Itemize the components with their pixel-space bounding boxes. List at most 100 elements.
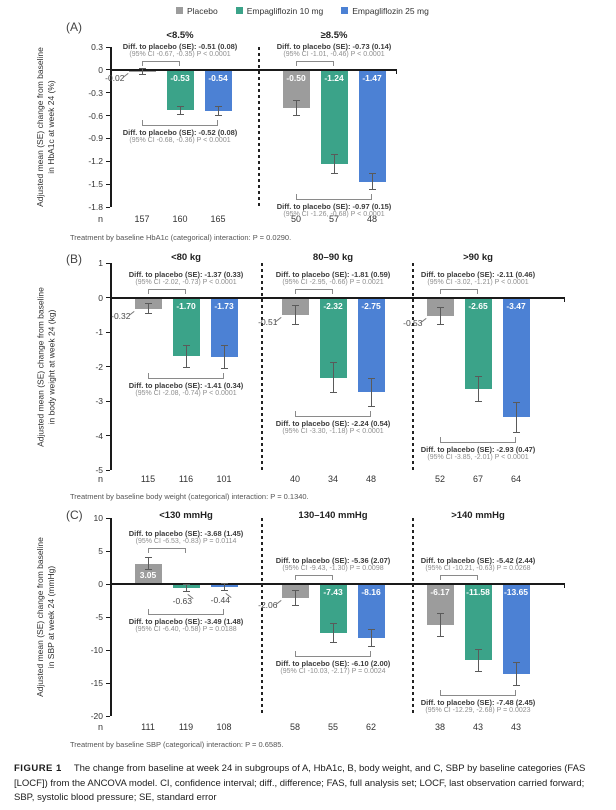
error-bar-cap-top: [220, 345, 228, 347]
group-title: 130–140 mmHg: [298, 510, 368, 521]
y-tick-label: -1: [95, 327, 103, 337]
zero-line: [112, 296, 565, 299]
y-tick-label: -20: [90, 711, 103, 721]
figure-caption-text: The change from baseline at week 24 in s…: [14, 763, 586, 804]
y-tick-mark: [106, 517, 110, 519]
y-tick-mark: [106, 435, 110, 436]
bar-empa10: [166, 70, 194, 111]
error-bar-line: [439, 306, 441, 325]
error-bar-cap-bottom: [220, 368, 228, 370]
bar-value-label: -1.47: [362, 72, 382, 83]
y-tick-mark: [106, 583, 110, 585]
bar-empa25: [502, 585, 530, 675]
y-tick-label: -15: [90, 678, 103, 688]
y-tick-mark: [106, 400, 110, 402]
diff-to-placebo-10mg-ci: (95% CI -9.43, -1.30) P = 0.0098: [282, 565, 384, 572]
y-tick-label: 0: [98, 579, 103, 589]
error-bar-line: [515, 662, 517, 686]
diff-bracket-tick: [370, 410, 371, 416]
group-separator-dashed-line: [412, 263, 414, 470]
diff-to-placebo-10mg-ci: (95% CI -1.01, -0.46) P < 0.0001: [283, 50, 385, 58]
legend-item-empa10: Empagliflozin 10 mg: [235, 6, 323, 16]
group-title: >140 mmHg: [451, 510, 505, 521]
y-tick-label: -3: [95, 396, 103, 406]
bar-empa25: [358, 70, 386, 182]
n-value: 62: [365, 722, 377, 732]
bar-value-label: -6.17: [430, 587, 450, 597]
diff-bracket-tick: [296, 60, 297, 66]
bar-value-label: -1.73: [214, 300, 234, 311]
diff-bracket-tick: [148, 609, 149, 615]
diff-bracket-tick: [440, 689, 441, 695]
diff-bracket-tick: [371, 194, 372, 200]
diff-to-placebo-10mg-text: Diff. to placebo (SE): -5.42 (2.44): [420, 556, 536, 565]
diff-bracket-line: [440, 575, 478, 576]
error-bar-cap-top: [367, 628, 375, 630]
y-tick-mark: [106, 331, 110, 333]
diff-bracket-tick: [332, 575, 333, 580]
bar-empa25: [502, 298, 530, 418]
error-bar-line: [333, 154, 335, 175]
bar-empa10: [464, 298, 492, 389]
bar-value-label: -0.32: [111, 310, 131, 321]
diff-bracket-line: [440, 441, 516, 443]
y-tick-mark: [106, 206, 110, 208]
error-bar-cap-bottom: [474, 400, 482, 402]
y-tick-mark: [106, 715, 110, 717]
n-value: 38: [434, 722, 446, 732]
error-bar-line: [439, 612, 441, 637]
n-value: 52: [434, 474, 446, 484]
y-tick-mark: [106, 183, 110, 185]
y-tick-label: -0.9: [88, 133, 103, 144]
diff-bracket-tick: [295, 575, 296, 580]
diff-bracket-tick: [223, 373, 224, 379]
error-bar-line: [294, 589, 296, 606]
interaction-footnote: Treatment by baseline SBP (categorical) …: [70, 740, 284, 749]
legend-item-placebo: Placebo: [176, 6, 218, 16]
n-value: 43: [472, 722, 484, 732]
n-value: 119: [178, 722, 194, 732]
n-value: 58: [289, 722, 301, 732]
error-bar-line: [477, 649, 479, 672]
y-tick-mark: [106, 115, 110, 117]
error-bar-line: [223, 345, 225, 370]
diff-bracket-line: [296, 199, 372, 201]
figure-caption: FIGURE 1 The change from baseline at week…: [14, 762, 604, 806]
diff-bracket-tick: [515, 689, 516, 695]
y-axis-label: Adjusted mean (SE) change from baseline i…: [35, 483, 57, 751]
diff-bracket-tick: [295, 410, 296, 416]
group-title: <80 kg: [171, 252, 201, 263]
bar-value-label: -2.65: [468, 300, 488, 311]
diff-bracket-tick: [333, 60, 334, 66]
error-bar-line: [295, 100, 297, 116]
n-value: 34: [327, 474, 339, 484]
bar-empa25: [357, 298, 385, 393]
error-bar-line: [371, 173, 373, 191]
error-bar-cap-bottom: [367, 646, 375, 648]
error-bar-cap-top: [474, 649, 482, 651]
error-bar-cap-top: [512, 401, 520, 403]
error-bar-cap-bottom: [138, 74, 146, 76]
diff-bracket-tick: [440, 436, 441, 442]
error-bar-cap-top: [220, 582, 228, 584]
group-separator-dashed-line: [261, 263, 263, 470]
diff-bracket-line: [295, 288, 333, 290]
bar-value-label: -2.06: [258, 599, 278, 610]
y-tick-mark: [106, 46, 110, 48]
n-value: 43: [510, 722, 522, 732]
error-bar-cap-bottom: [512, 431, 520, 433]
error-bar-line: [294, 305, 296, 325]
bar-empa10: [464, 585, 492, 661]
diff-bracket-tick: [148, 373, 149, 379]
bar-value-label: -2.75: [361, 300, 381, 311]
n-value: 108: [216, 722, 232, 732]
bar-value-label: -0.51: [258, 317, 278, 328]
y-tick-label: 5: [98, 546, 103, 556]
error-bar-cap-top: [144, 303, 152, 305]
diff-bracket-tick: [440, 575, 441, 580]
error-bar-cap-top: [182, 344, 190, 346]
panel-label: (B): [66, 252, 82, 266]
bar-value-label: -0.53: [170, 72, 190, 83]
